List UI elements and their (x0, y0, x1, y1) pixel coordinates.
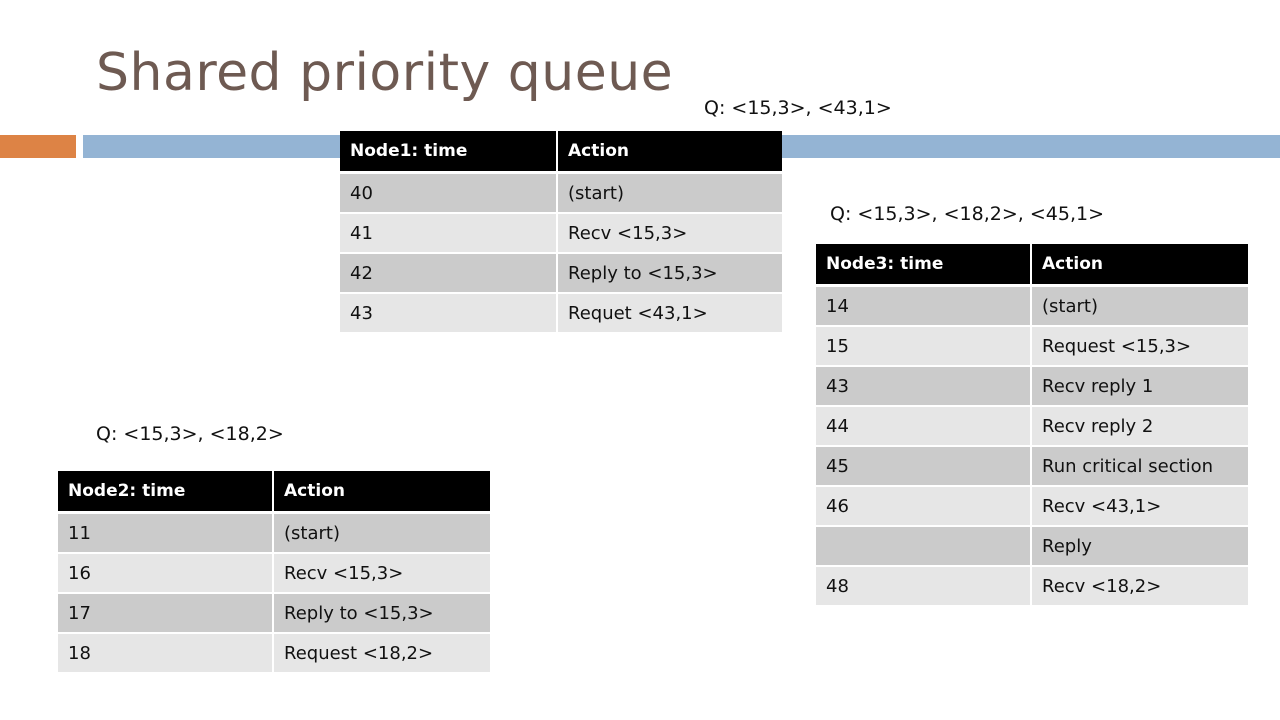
node2-action-cell: Request <18,2> (273, 632, 490, 672)
node3-table: Node3: time Action 14 (start) 15 Request… (816, 244, 1248, 605)
node1-action-cell: (start) (557, 171, 782, 213)
node1-time-cell: 43 (340, 292, 558, 332)
node2-time-cell: 16 (58, 552, 274, 593)
node3-header-time: Node3: time (816, 244, 1032, 287)
node2-table: Node2: time Action 11 (start) 16 Recv <1… (58, 471, 490, 672)
node1-time-cell: 40 (340, 171, 558, 213)
node2-time-cell: 11 (58, 511, 274, 553)
node1-header-action: Action (557, 131, 782, 174)
table-row: 43 Recv reply 1 (816, 365, 1248, 406)
table-row: 11 (start) (58, 511, 490, 553)
node3-time-cell: 48 (816, 565, 1032, 605)
table-row: 45 Run critical section (816, 445, 1248, 486)
node1-header-row: Node1: time Action (340, 131, 782, 174)
node3-queue-label: Q: <15,3>, <18,2>, <45,1> (830, 203, 1104, 225)
table-row: 46 Recv <43,1> (816, 485, 1248, 526)
node1-action-cell: Requet <43,1> (557, 292, 782, 332)
table-row: Reply (816, 525, 1248, 566)
node3-time-cell (816, 525, 1032, 566)
table-row: 16 Recv <15,3> (58, 552, 490, 593)
accent-bar-orange (0, 135, 76, 158)
table-row: 18 Request <18,2> (58, 632, 490, 672)
slide-title: Shared priority queue (96, 43, 674, 103)
node1-action-cell: Reply to <15,3> (557, 252, 782, 293)
node3-action-cell: Request <15,3> (1031, 325, 1248, 366)
node3-time-cell: 44 (816, 405, 1032, 446)
node3-action-cell: Recv reply 1 (1031, 365, 1248, 406)
node1-table: Node1: time Action 40 (start) 41 Recv <1… (340, 131, 782, 332)
node3-time-cell: 14 (816, 284, 1032, 326)
node3-header-row: Node3: time Action (816, 244, 1248, 287)
node3-action-cell: Recv reply 2 (1031, 405, 1248, 446)
node3-action-cell: Recv <18,2> (1031, 565, 1248, 605)
node2-time-cell: 18 (58, 632, 274, 672)
node1-action-cell: Recv <15,3> (557, 212, 782, 253)
table-row: 15 Request <15,3> (816, 325, 1248, 366)
table-row: 17 Reply to <15,3> (58, 592, 490, 633)
node3-action-cell: Reply (1031, 525, 1248, 566)
node3-time-cell: 46 (816, 485, 1032, 526)
node3-time-cell: 43 (816, 365, 1032, 406)
node3-time-cell: 45 (816, 445, 1032, 486)
node1-header-time: Node1: time (340, 131, 558, 174)
node2-queue-label: Q: <15,3>, <18,2> (96, 423, 284, 445)
table-row: 43 Requet <43,1> (340, 292, 782, 332)
node2-header-time: Node2: time (58, 471, 274, 514)
node2-header-action: Action (273, 471, 490, 514)
table-row: 40 (start) (340, 171, 782, 213)
table-row: 44 Recv reply 2 (816, 405, 1248, 446)
table-row: 14 (start) (816, 284, 1248, 326)
table-row: 42 Reply to <15,3> (340, 252, 782, 293)
node2-header-row: Node2: time Action (58, 471, 490, 514)
node2-action-cell: Reply to <15,3> (273, 592, 490, 633)
table-row: 48 Recv <18,2> (816, 565, 1248, 605)
node3-action-cell: Recv <43,1> (1031, 485, 1248, 526)
node3-action-cell: Run critical section (1031, 445, 1248, 486)
node2-time-cell: 17 (58, 592, 274, 633)
node1-time-cell: 41 (340, 212, 558, 253)
node3-action-cell: (start) (1031, 284, 1248, 326)
table-row: 41 Recv <15,3> (340, 212, 782, 253)
node1-time-cell: 42 (340, 252, 558, 293)
node3-header-action: Action (1031, 244, 1248, 287)
node2-action-cell: (start) (273, 511, 490, 553)
node1-queue-label: Q: <15,3>, <43,1> (704, 97, 892, 119)
node2-action-cell: Recv <15,3> (273, 552, 490, 593)
node3-time-cell: 15 (816, 325, 1032, 366)
